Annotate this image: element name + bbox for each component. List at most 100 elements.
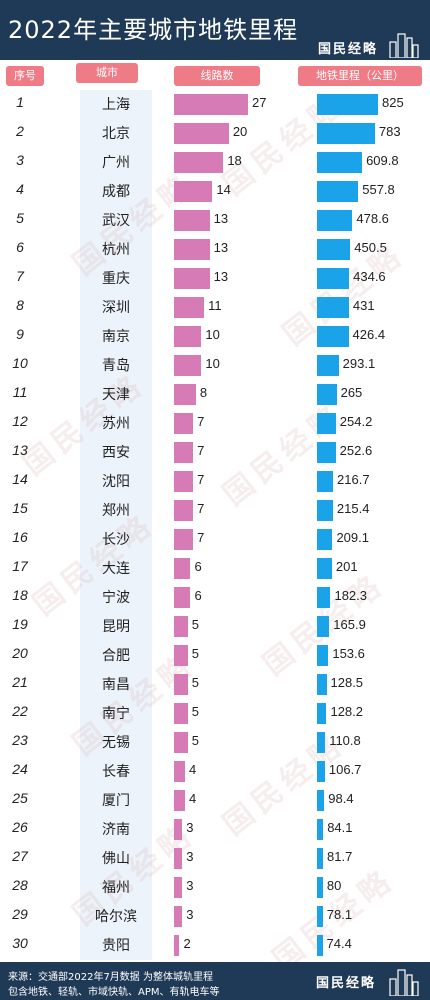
lines-value-label: 5 xyxy=(191,617,199,632)
length-value-label: 78.1 xyxy=(326,907,353,922)
rank-label: 9 xyxy=(16,326,24,342)
length-value-label: 110.8 xyxy=(329,733,361,748)
length-value-label: 557.8 xyxy=(362,182,395,197)
city-column-background xyxy=(80,90,152,960)
lines-value-label: 3 xyxy=(186,878,194,893)
length-bar xyxy=(317,645,329,666)
length-value-label: 293.1 xyxy=(342,356,376,371)
rank-label: 16 xyxy=(12,529,28,545)
chart-row: 8 深圳 11 431 xyxy=(0,293,430,322)
rank-label: 4 xyxy=(16,181,24,197)
length-bar xyxy=(317,616,330,637)
length-value-label: 98.4 xyxy=(328,791,354,806)
lines-bar xyxy=(174,210,210,231)
length-bar xyxy=(317,935,323,956)
city-label: 重庆 xyxy=(102,271,130,287)
source-note-line2: 包含地铁、轻轨、市域快轨、APM、有轨电车等 xyxy=(8,987,220,998)
length-bar xyxy=(317,268,350,289)
lines-value-label: 27 xyxy=(252,95,267,110)
length-value-label: 265 xyxy=(340,385,363,400)
lines-bar xyxy=(174,181,213,202)
lines-bar xyxy=(174,587,191,608)
length-bar xyxy=(317,732,326,753)
lines-bar xyxy=(174,442,194,463)
lines-value-label: 7 xyxy=(197,414,205,429)
lines-value-label: 7 xyxy=(197,501,205,516)
length-bar xyxy=(317,587,331,608)
lines-value-label: 3 xyxy=(186,907,194,922)
length-bar xyxy=(317,848,324,869)
lines-bar xyxy=(174,819,183,840)
rank-label: 21 xyxy=(12,674,28,690)
chart-row: 9 南京 10 426.4 xyxy=(0,322,430,351)
chart-row: 17 大连 6 201 xyxy=(0,554,430,583)
length-value-label: 431 xyxy=(352,298,375,313)
length-bar xyxy=(317,181,359,202)
length-value-label: 81.7 xyxy=(327,849,353,864)
chart-row: 1 上海 27 825 xyxy=(0,90,430,119)
city-label: 武汉 xyxy=(102,213,130,229)
city-label: 南昌 xyxy=(102,677,130,693)
column-header-city: 城市 xyxy=(76,63,138,83)
chart-row: 16 长沙 7 209.1 xyxy=(0,525,430,554)
rank-label: 19 xyxy=(12,616,28,632)
chart-row: 3 广州 18 609.8 xyxy=(0,148,430,177)
length-value-label: 478.6 xyxy=(356,211,389,226)
lines-bar xyxy=(174,906,183,927)
length-bar xyxy=(317,413,336,434)
length-value-label: 450.5 xyxy=(354,240,387,255)
lines-bar xyxy=(174,558,191,579)
city-label: 沈阳 xyxy=(102,474,130,490)
lines-value-label: 10 xyxy=(205,327,220,342)
lines-bar xyxy=(174,152,224,173)
chart-row: 25 厦门 4 98.4 xyxy=(0,786,430,815)
lines-value-label: 6 xyxy=(194,559,202,574)
lines-value-label: 5 xyxy=(191,646,199,661)
chart-row: 12 苏州 7 254.2 xyxy=(0,409,430,438)
length-value-label: 80 xyxy=(326,878,342,893)
length-bar xyxy=(317,152,363,173)
lines-bar xyxy=(174,848,183,869)
length-value-label: 254.2 xyxy=(339,414,373,429)
rank-label: 6 xyxy=(16,239,24,255)
length-bar xyxy=(317,790,325,811)
lines-bar xyxy=(174,703,188,724)
rank-label: 2 xyxy=(16,123,24,139)
length-value-label: 201 xyxy=(335,559,358,574)
chart-row: 14 沈阳 7 216.7 xyxy=(0,467,430,496)
rank-label: 10 xyxy=(12,355,28,371)
chart-row: 23 无锡 5 110.8 xyxy=(0,728,430,757)
lines-value-label: 3 xyxy=(186,820,194,835)
lines-bar xyxy=(174,297,205,318)
rank-label: 1 xyxy=(16,94,24,110)
chart-row: 19 昆明 5 165.9 xyxy=(0,612,430,641)
rank-label: 20 xyxy=(12,645,28,661)
skyline-logo-icon xyxy=(389,969,419,996)
length-bar xyxy=(317,761,325,782)
city-label: 合肥 xyxy=(102,648,130,664)
lines-value-label: 7 xyxy=(197,530,205,545)
lines-value-label: 4 xyxy=(188,762,197,777)
rank-label: 18 xyxy=(12,587,28,603)
city-label: 成都 xyxy=(102,184,130,200)
brand-logo-text: 国民经略 xyxy=(315,976,376,991)
lines-bar xyxy=(174,732,188,753)
city-label: 杭州 xyxy=(102,242,130,258)
chart-row: 5 武汉 13 478.6 xyxy=(0,206,430,235)
length-bar xyxy=(317,326,349,347)
city-label: 郑州 xyxy=(102,503,130,519)
city-label: 宁波 xyxy=(102,590,130,606)
length-bar xyxy=(317,674,327,695)
rank-label: 29 xyxy=(12,906,28,922)
column-header-length: 地铁里程（公里） xyxy=(298,66,422,86)
lines-value-label: 5 xyxy=(191,704,199,719)
lines-bar xyxy=(174,674,188,695)
column-header-rank: 序号 xyxy=(6,66,44,86)
lines-value-label: 2 xyxy=(183,936,191,951)
chart-row: 21 南昌 5 128.5 xyxy=(0,670,430,699)
length-value-label: 165.9 xyxy=(333,617,366,632)
lines-bar xyxy=(174,413,194,434)
chart-row: 24 长春 4 106.7 xyxy=(0,757,430,786)
lines-bar xyxy=(174,471,194,492)
length-value-label: 128.5 xyxy=(330,675,364,690)
